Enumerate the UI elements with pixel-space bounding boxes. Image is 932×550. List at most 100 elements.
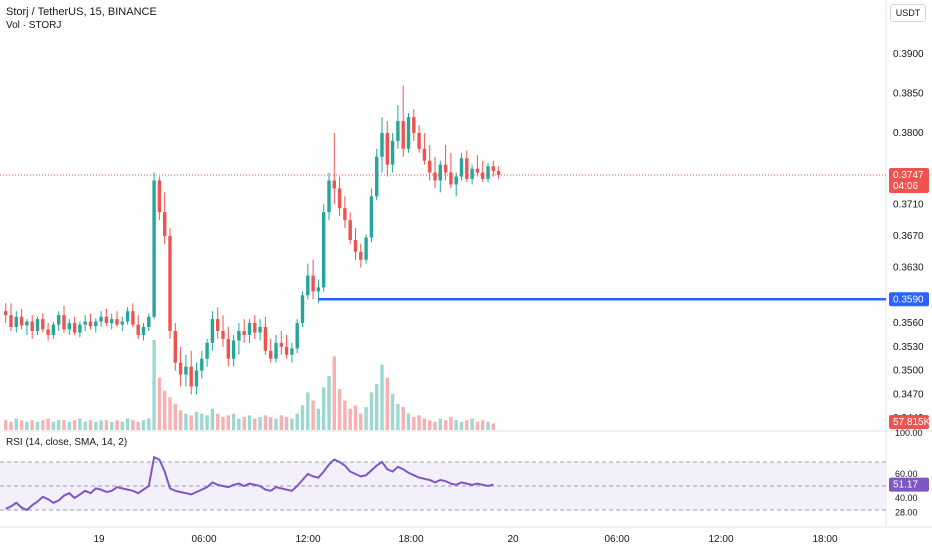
volume-bar [406,413,411,430]
candle-body [486,166,490,179]
volume-bar [459,421,464,430]
candle-body [25,321,29,326]
candle-body [316,287,321,292]
price-tick-label: 0.3710 [893,199,924,210]
volume-tag-bg [889,415,929,429]
price-tick-label: 0.3530 [893,342,924,353]
candle-body [200,358,204,371]
candle-body [375,156,379,197]
volume-bar [449,416,453,430]
volume-bar [78,418,82,430]
candle-body [173,330,177,363]
price-tick-label: 0.3670 [893,231,924,242]
rsi-legend[interactable]: RSI (14, close, SMA, 14, 2) [6,437,128,448]
volume-bar [284,416,289,430]
volume-bar [147,418,151,430]
grid [0,0,932,528]
candle-body [115,319,119,325]
volume-bar [306,392,310,430]
volume-bar [369,392,374,430]
candle-body [221,330,225,339]
candle-body [412,117,416,133]
volume-bar [295,413,299,430]
time-tick-label: 18:00 [398,534,423,545]
time-tick-label: 18:00 [812,534,837,545]
rsi-value-tag: 51.17 [889,477,929,492]
volume-bar [226,415,230,430]
candle-body [72,323,77,333]
volume-bars [4,340,495,430]
volume-bar [300,405,305,430]
candle-body [147,316,151,328]
volume-bar [316,408,321,430]
volume-bar [216,413,220,430]
volume-bar [136,421,140,430]
volume-bar [390,394,395,430]
symbol-title[interactable]: Storj / TetherUS, 15, BINANCE [6,6,157,18]
price-tick-label: 0.3850 [893,88,924,99]
volume-bar [67,421,71,430]
candle-body [168,235,172,331]
candle-body [380,132,384,157]
volume-tag: 57.815K [889,415,931,429]
time-tick-label: 06:00 [604,534,629,545]
volume-bar [25,421,29,430]
volume-bar [242,416,246,430]
candle-body [210,319,215,343]
rsi-line [5,455,494,512]
volume-bar [385,377,389,430]
candle-body [57,315,61,325]
volume-bar [274,418,278,430]
candle-body [263,327,268,351]
volume-bar [396,403,400,430]
candle-body [99,316,103,322]
candle-body [62,315,66,330]
currency-button[interactable]: USDT [890,4,926,22]
hline-price-tag-bg [889,292,929,307]
volume-legend[interactable]: Vol · STORJ [6,20,62,31]
volume-bar [141,420,146,430]
volume-bar [375,384,379,430]
candle-body [253,323,257,333]
candle-body [417,132,421,149]
volume-bar [205,415,209,430]
price-tick-label: 0.3560 [893,318,924,329]
candle-body [125,311,130,322]
volume-bar [348,408,352,430]
volume-bar [46,418,50,430]
price-tick-label: 0.3800 [893,128,924,139]
volume-bar [231,413,236,430]
candle-body [231,340,236,359]
volume-bar [269,416,273,430]
volume-bar [337,389,342,430]
volume-bar [380,364,384,430]
volume-bar [88,420,93,430]
candle-body [104,316,109,324]
volume-bar [322,387,326,430]
volume-bar [364,407,368,430]
candle-body [78,324,82,333]
candle-body [353,239,358,252]
volume-tag-text: 57.815K [893,417,931,428]
volume-bar [428,420,432,430]
volume-bar [30,420,34,430]
hline-price-tag: 0.3590 [889,292,929,307]
volume-bar [115,420,119,430]
volume-bar [152,340,156,430]
candle-body [30,321,34,331]
volume-bar [51,421,56,430]
volume-bar [210,408,215,430]
candle-body [14,316,18,328]
candle-body [481,172,485,179]
candle-body [194,370,199,387]
candle-body [390,140,395,165]
volume-bar [465,420,469,430]
candle-body [51,324,56,335]
candle-body [428,160,432,173]
candle-body [290,348,294,355]
candle-body [67,323,71,330]
volume-bar [491,423,495,430]
candle-body [83,321,87,325]
